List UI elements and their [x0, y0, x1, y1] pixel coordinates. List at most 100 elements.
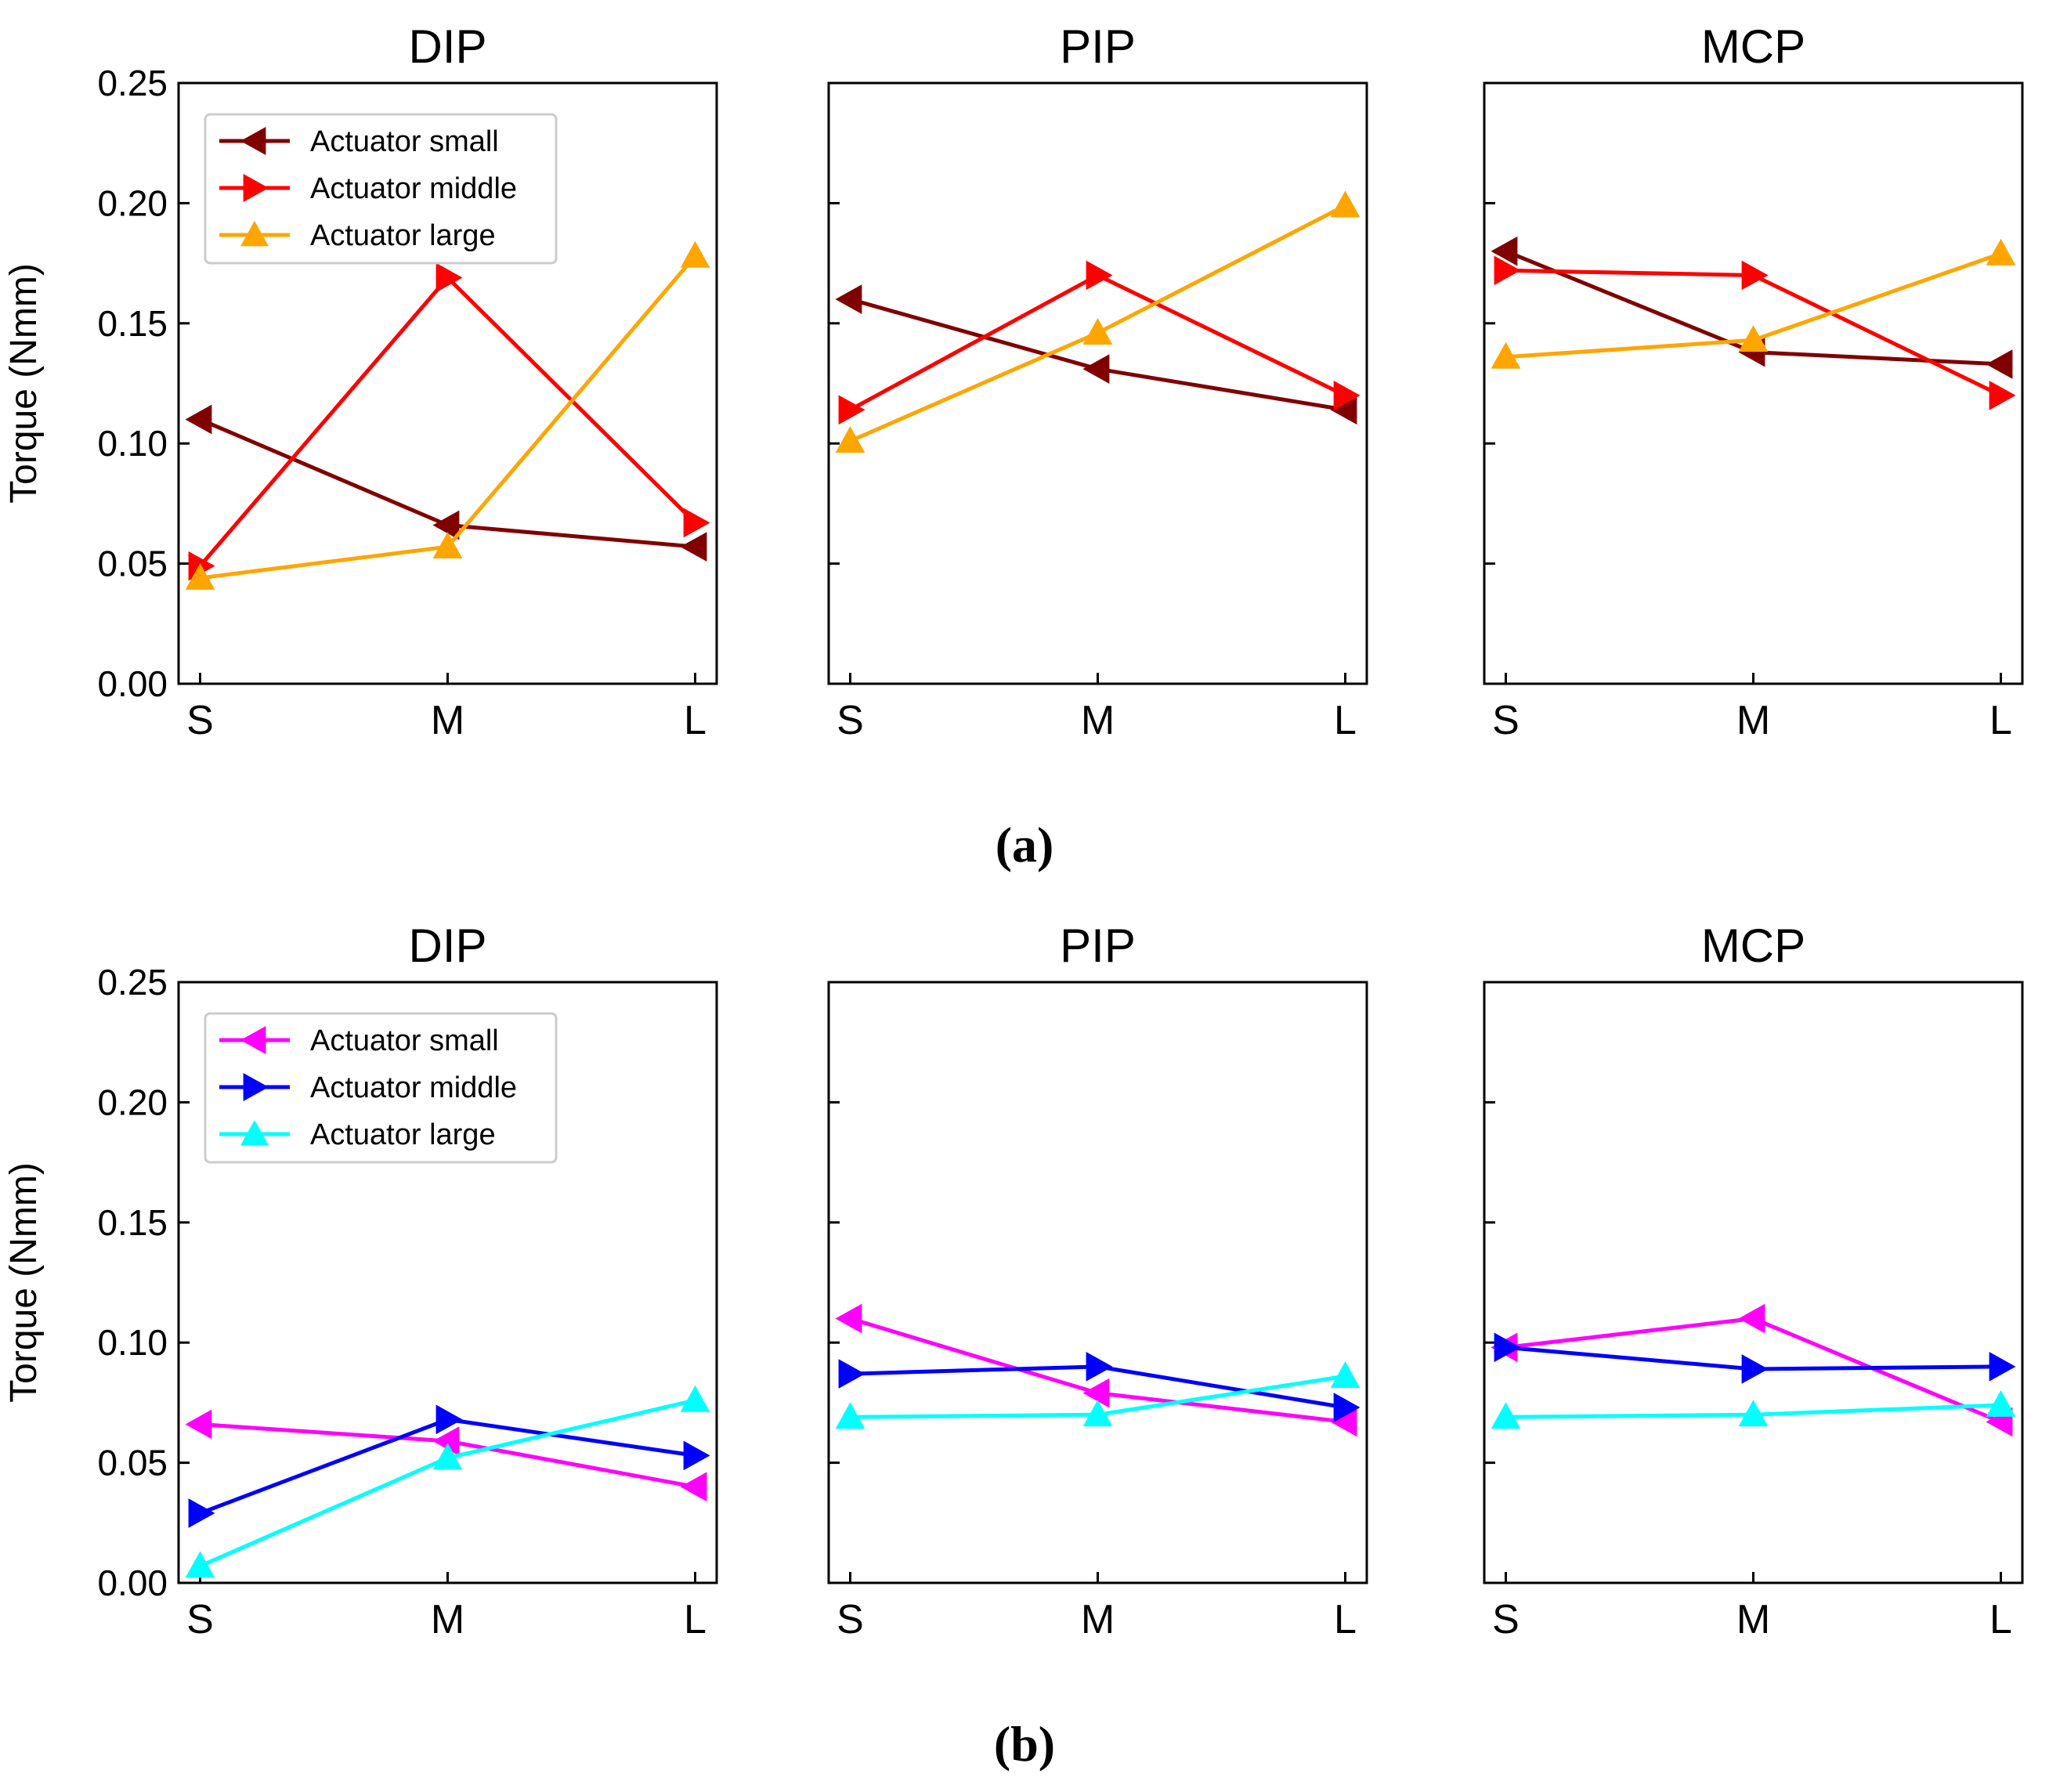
data-point-actuator-large — [1491, 1402, 1521, 1429]
plot-frame — [1483, 981, 2024, 1584]
data-point-actuator-large — [1330, 1361, 1361, 1389]
plots-layer: DIP 0.00 0.05 0.10 0.15 0.20 0.25 S M L Torque (Nm… — [3, 20, 2024, 1642]
x-tick-label: M — [1081, 1597, 1115, 1642]
data-point-actuator-middle — [683, 1440, 710, 1471]
data-point-actuator-small — [680, 1472, 707, 1502]
data-point-actuator-small — [1738, 1303, 1765, 1334]
x-tick-label: L — [1334, 1597, 1357, 1642]
chart-title: MCP — [1701, 20, 1805, 73]
data-point-actuator-small — [835, 284, 862, 314]
legend-label-actuator-large: Actuator large — [310, 219, 496, 252]
plot-frame — [827, 981, 1368, 1584]
x-tick-label: M — [1736, 698, 1770, 743]
data-point-actuator-middle — [1333, 380, 1361, 410]
x-tick-label: S — [837, 698, 864, 743]
chart-title: PIP — [1060, 919, 1136, 972]
legend-marker-actuator-small — [240, 1026, 266, 1054]
plot-frame — [827, 81, 1368, 685]
data-point-actuator-large — [1491, 341, 1521, 369]
data-point-actuator-middle — [1086, 260, 1113, 291]
x-tick-label: M — [1081, 698, 1115, 743]
legend-marker-actuator-large — [240, 221, 269, 247]
data-point-actuator-small — [835, 1303, 862, 1334]
legend-marker-actuator-middle — [243, 1073, 269, 1101]
data-point-actuator-small — [680, 532, 707, 562]
data-point-actuator-small — [185, 404, 212, 435]
data-point-actuator-large — [680, 240, 710, 268]
data-point-actuator-small — [1491, 236, 1518, 266]
data-point-actuator-middle — [1086, 1352, 1113, 1382]
data-point-actuator-middle — [838, 1359, 865, 1389]
y-tick-label: 0.25 — [97, 63, 168, 103]
chart-panel-b-dip: DIP 0.00 0.05 0.10 0.15 0.20 0.25 S M L Torque (Nm… — [3, 919, 718, 1642]
x-tick-label: L — [684, 698, 706, 743]
chart-panel-a-dip: DIP 0.00 0.05 0.10 0.15 0.20 0.25 S M L Torque (Nm… — [3, 20, 718, 743]
data-point-actuator-small — [1986, 349, 2013, 379]
y-tick-label: 0.15 — [97, 303, 168, 344]
chart-title: DIP — [408, 919, 486, 972]
x-tick-label: M — [431, 1597, 464, 1642]
legend-label-actuator-small: Actuator small — [310, 125, 499, 158]
legend-label-actuator-large: Actuator large — [310, 1118, 496, 1151]
x-tick-label: S — [837, 1597, 864, 1642]
data-point-actuator-small — [1082, 354, 1110, 384]
y-tick-label: 0.05 — [97, 1443, 168, 1483]
series-line-actuator-small — [849, 297, 1346, 412]
data-point-actuator-middle — [1741, 1354, 1769, 1384]
legend-marker-actuator-small — [240, 127, 266, 155]
data-point-actuator-large — [432, 1443, 463, 1470]
caption-b: (b) — [994, 1716, 1055, 1772]
x-tick-label: S — [186, 1597, 214, 1642]
x-tick-label: M — [1736, 1597, 1770, 1642]
data-point-actuator-middle — [435, 1404, 463, 1435]
data-point-actuator-small — [185, 1409, 212, 1440]
data-point-actuator-small — [1082, 1378, 1110, 1408]
data-point-actuator-large — [1738, 1400, 1769, 1427]
data-point-actuator-middle — [1494, 1332, 1521, 1363]
data-point-actuator-middle — [683, 508, 710, 538]
legend-box — [204, 113, 558, 265]
y-tick-label: 0.05 — [97, 544, 168, 584]
y-tick-label: 0.20 — [97, 182, 168, 223]
data-point-actuator-middle — [188, 1498, 215, 1528]
data-point-actuator-large — [835, 426, 865, 453]
chart-title: MCP — [1701, 919, 1805, 972]
x-tick-label: L — [1989, 698, 2012, 743]
y-tick-label: 0.00 — [97, 1563, 168, 1603]
data-point-actuator-large — [1082, 1400, 1113, 1427]
data-point-actuator-large — [1986, 238, 2016, 266]
data-point-actuator-large — [1082, 318, 1113, 345]
legend-label-actuator-middle: Actuator middle — [310, 1071, 517, 1104]
data-point-actuator-large — [1986, 1389, 2016, 1417]
data-point-actuator-large — [1330, 190, 1361, 218]
data-point-actuator-middle — [1333, 1393, 1361, 1422]
y-tick-label: 0.00 — [97, 663, 168, 704]
data-point-actuator-middle — [1494, 255, 1521, 286]
y-tick-label: 0.15 — [97, 1202, 168, 1243]
data-point-actuator-large — [680, 1385, 710, 1412]
x-tick-label: M — [431, 698, 464, 743]
legend-marker-actuator-large — [240, 1120, 269, 1146]
y-tick-label: 0.25 — [97, 962, 168, 1003]
data-point-actuator-middle — [838, 395, 865, 425]
legend-label-actuator-small: Actuator small — [310, 1024, 499, 1057]
legend-label-actuator-middle: Actuator middle — [310, 172, 517, 205]
caption-a: (a) — [996, 817, 1054, 873]
plot-frame — [1483, 81, 2024, 685]
chart-title: DIP — [408, 20, 486, 73]
data-point-actuator-large — [835, 1402, 865, 1429]
data-point-actuator-small — [432, 510, 460, 540]
chart-panel-b-mcp: MCP S M L — [1483, 919, 2024, 1642]
chart-title: PIP — [1060, 20, 1136, 73]
legend-marker-actuator-middle — [243, 174, 269, 202]
x-tick-label: S — [186, 698, 214, 743]
x-tick-label: L — [684, 1597, 706, 1642]
y-axis-label: Torque (Nmm) — [3, 263, 45, 504]
legend-box — [204, 1012, 558, 1164]
chart-panel-a-mcp: MCP S M L — [1483, 20, 2024, 743]
y-axis-label: Torque (Nmm) — [3, 1162, 45, 1403]
chart-panel-a-pip: PIP S M L — [827, 20, 1368, 743]
y-tick-label: 0.10 — [97, 1322, 168, 1363]
data-point-actuator-middle — [1741, 260, 1769, 291]
